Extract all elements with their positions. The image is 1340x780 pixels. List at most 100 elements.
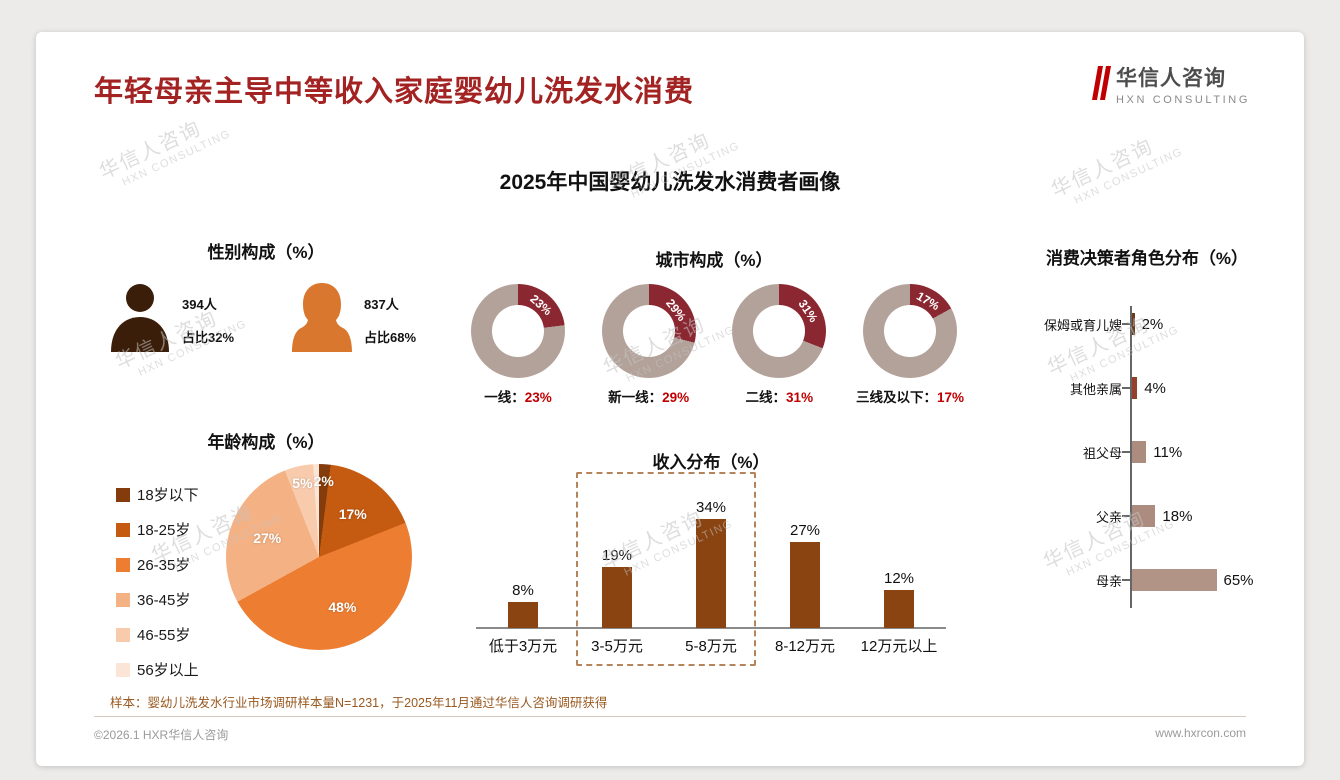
- age-legend-item: 26-35岁: [116, 554, 199, 575]
- decision-bar: [1132, 313, 1135, 335]
- legend-label: 46-55岁: [137, 627, 191, 644]
- age-pie-chart: 2% 17% 48% 27% 5%: [226, 464, 412, 650]
- legend-swatch: [116, 522, 130, 537]
- age-section-title: 年龄构成（%）: [207, 433, 325, 452]
- city-donut: 29% 新一线：29%: [587, 284, 711, 406]
- income-bar: [696, 519, 726, 628]
- decision-value-label: 4%: [1144, 379, 1166, 397]
- donut-hole: [492, 305, 544, 357]
- income-bar-chart: 8% 低于3万元 19% 3-5万元 34% 5-8万元 27% 8-12万元 12% 12万元以…: [476, 472, 946, 666]
- logo-name-en: HXN CONSULTING: [1116, 94, 1250, 106]
- footer-divider: [94, 716, 1246, 717]
- decision-bar: [1132, 569, 1217, 591]
- male-silhouette-icon: [108, 282, 172, 352]
- bar-category-label: 3-5万元: [591, 637, 643, 655]
- income-bar-group: 27% 8-12万元: [758, 486, 852, 662]
- bar-value-label: 19%: [601, 547, 633, 565]
- donut-caption-label: 新一线：: [608, 390, 663, 405]
- decision-row: 祖父母 11%: [982, 420, 1312, 484]
- city-section-title: 城市构成（%）: [655, 251, 773, 270]
- pie-slice-label: 5%: [292, 474, 313, 491]
- donut-hole: [622, 305, 675, 357]
- footer-website: www.hxrcon.com: [1155, 726, 1246, 740]
- bar-category-label: 5-8万元: [685, 637, 737, 655]
- age-legend-item: 18-25岁: [116, 519, 199, 540]
- sample-note: 样本：婴幼儿洗发水行业市场调研样本量N=1231，于2025年11月通过华信人咨…: [110, 696, 608, 710]
- donut-caption: 二线：31%: [746, 386, 814, 406]
- donut-hole: [883, 305, 936, 357]
- bar-value-label: 12%: [883, 569, 915, 587]
- page-title: 年轻母亲主导中等收入家庭婴幼儿洗发水消费: [94, 76, 695, 108]
- decision-value-label: 18%: [1162, 507, 1193, 525]
- pie-slice-label: 2%: [313, 473, 334, 490]
- donut-ring: 31%: [732, 284, 827, 378]
- income-bar-group: 8% 低于3万元: [476, 486, 570, 662]
- pie-slice-label: 27%: [253, 530, 282, 547]
- age-legend-item: 46-55岁: [116, 624, 199, 645]
- income-section-title: 收入分布（%）: [652, 453, 770, 472]
- city-donut: 17% 三线及以下：17%: [848, 284, 972, 406]
- decision-category-label: 其他亲属: [1069, 381, 1122, 397]
- bar-category-label: 8-12万元: [774, 637, 836, 655]
- donut-caption: 三线及以下：17%: [856, 386, 964, 406]
- income-bar-group: 34% 5-8万元: [664, 486, 758, 662]
- decision-value-label: 65%: [1223, 571, 1254, 589]
- bar-value-label: 27%: [789, 521, 821, 539]
- donut-caption-label: 三线及以下：: [855, 390, 937, 405]
- donut-caption-value: 23%: [524, 390, 552, 405]
- gender-female-figure: 837人 占比68%: [290, 282, 416, 352]
- decision-section-title: 消费决策者角色分布（%）: [1045, 249, 1249, 268]
- gender-section-title: 性别构成（%）: [207, 243, 325, 262]
- income-bar: [602, 567, 632, 628]
- income-bar: [790, 541, 820, 628]
- legend-label: 18-25岁: [137, 522, 191, 539]
- decision-row: 母亲 65%: [982, 548, 1312, 612]
- donut-ring: 23%: [471, 284, 565, 378]
- donut-caption-label: 一线：: [484, 390, 525, 405]
- donut-hole: [753, 305, 806, 357]
- legend-label: 56岁以上: [137, 662, 199, 679]
- legend-swatch: [116, 557, 130, 572]
- male-count: 394人: [182, 297, 217, 312]
- city-donut-row: 23% 一线：23% 29% 新一线：29% 31% 二线：31% 17% 三线及以下：17%: [456, 284, 972, 406]
- decision-value-label: 2%: [1141, 315, 1164, 333]
- income-bar: [508, 602, 538, 628]
- donut-caption: 一线：23%: [484, 386, 552, 406]
- income-section: 收入分布（%） 8% 低于3万元 19% 3-5万元 34% 5-8万元 27% 8-12万元…: [476, 448, 946, 666]
- pie-slice-label: 48%: [328, 598, 357, 615]
- female-silhouette-icon: [290, 282, 354, 352]
- age-legend-item: 18岁以下: [116, 484, 199, 505]
- age-section: 年龄构成（%） 18岁以下 18-25岁 26-35岁 36-45岁 46-55岁 56岁…: [96, 428, 476, 679]
- decision-y-axis: [1130, 306, 1132, 608]
- legend-label: 26-35岁: [137, 557, 191, 574]
- male-share: 占比32%: [182, 330, 235, 345]
- decision-bar: [1132, 441, 1147, 463]
- decision-hbar-chart: 保姆或育儿嫂 2% 其他亲属 4% 祖父母 11% 父亲 18% 母亲 65%: [982, 292, 1312, 622]
- decision-row: 保姆或育儿嫂 2%: [982, 292, 1312, 356]
- bar-category-label: 12万元以上: [860, 637, 938, 655]
- axis-tick: [1122, 515, 1130, 517]
- legend-swatch: [116, 662, 130, 677]
- axis-tick: [1122, 323, 1130, 325]
- company-logo: 华信人咨询 HXN CONSULTING: [1092, 62, 1250, 106]
- gender-row: 394人 占比32% 837人 占比68%: [96, 282, 436, 352]
- legend-swatch: [116, 627, 130, 642]
- age-legend-item: 56岁以上: [116, 659, 199, 680]
- age-legend-item: 36-45岁: [116, 589, 199, 610]
- logo-bars-icon: [1092, 62, 1112, 100]
- bar-value-label: 8%: [512, 582, 534, 600]
- decision-section: 消费决策者角色分布（%） 保姆或育儿嫂 2% 其他亲属 4% 祖父母 11% 父亲 18% 母亲…: [982, 244, 1312, 622]
- legend-swatch: [116, 592, 130, 607]
- city-section: 城市构成（%） 23% 一线：23% 29% 新一线：29% 31% 二线：31% 17% 三…: [456, 246, 972, 406]
- income-bar-group: 19% 3-5万元: [570, 486, 664, 662]
- footer-copyright: ©2026.1 HXR华信人咨询: [94, 728, 229, 742]
- decision-row: 父亲 18%: [982, 484, 1312, 548]
- axis-tick: [1122, 451, 1130, 453]
- age-legend: 18岁以下 18-25岁 26-35岁 36-45岁 46-55岁 56岁以上: [116, 484, 199, 680]
- donut-caption: 新一线：29%: [608, 386, 689, 406]
- decision-category-label: 母亲: [1095, 573, 1122, 589]
- donut-caption-value: 31%: [786, 390, 814, 405]
- decision-category-label: 父亲: [1095, 509, 1122, 525]
- income-bar-group: 12% 12万元以上: [852, 486, 946, 662]
- donut-caption-value: 17%: [936, 390, 964, 405]
